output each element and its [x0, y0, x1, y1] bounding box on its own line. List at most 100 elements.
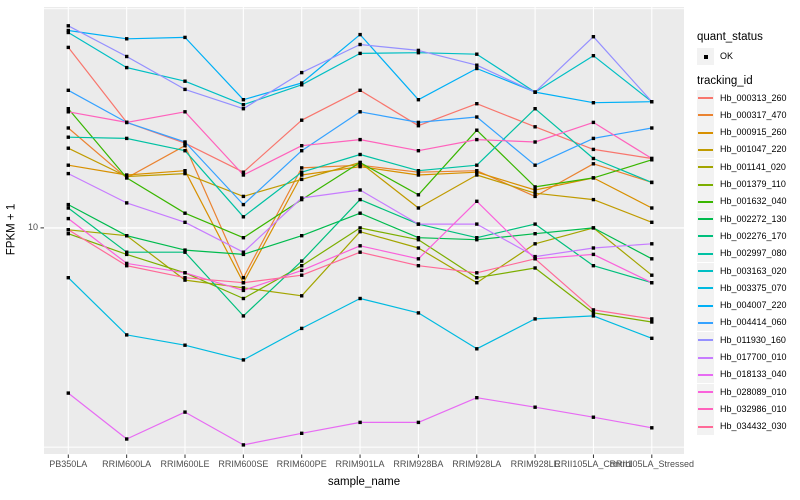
- legend-label: Hb_003375_070: [720, 282, 787, 293]
- data-point: [66, 163, 70, 167]
- legend-key-line: [697, 331, 714, 349]
- legend-entry: Hb_004414_060: [697, 314, 800, 332]
- data-point: [66, 216, 70, 221]
- legend-line-icon: [698, 148, 713, 151]
- legend-key-line: [697, 245, 714, 263]
- data-point: [241, 215, 246, 219]
- data-point: [183, 171, 187, 176]
- data-point: [591, 197, 596, 202]
- data-point: [183, 271, 187, 275]
- data-point: [66, 232, 70, 236]
- legend-key-line: [697, 89, 714, 107]
- data-point: [66, 228, 70, 232]
- legend-key-line: [697, 193, 714, 211]
- data-point: [241, 103, 246, 107]
- data-point: [66, 171, 70, 176]
- data-point: [66, 146, 70, 150]
- data-point: [475, 128, 479, 132]
- data-point: [300, 264, 304, 268]
- x-tick-label: RRIM901LA: [335, 459, 385, 469]
- data-point: [650, 220, 654, 224]
- data-point: [358, 42, 362, 47]
- data-point: [591, 120, 596, 125]
- legend-label: Hb_018133_040: [720, 369, 787, 380]
- data-point: [475, 281, 479, 285]
- legend-line-icon: [698, 200, 713, 203]
- data-point: [241, 98, 246, 102]
- data-point: [475, 115, 479, 119]
- data-point: [125, 176, 129, 180]
- data-point: [650, 206, 654, 210]
- legend-key-line: [697, 383, 714, 401]
- data-point: [183, 144, 187, 148]
- data-point: [358, 160, 362, 165]
- legend-label: Hb_003163_020: [720, 265, 787, 276]
- data-point: [300, 273, 304, 277]
- data-point: [358, 88, 362, 92]
- data-point: [66, 135, 70, 139]
- legend-line-icon: [698, 391, 713, 394]
- legend-line-icon: [698, 425, 713, 428]
- data-point: [533, 163, 537, 167]
- data-point: [533, 90, 537, 94]
- data-point: [241, 296, 246, 301]
- data-point: [591, 35, 596, 39]
- data-point: [475, 347, 479, 351]
- data-point: [66, 202, 70, 207]
- legend-label: Hb_002276_170: [720, 230, 787, 241]
- data-point: [475, 102, 479, 106]
- legend-key-line: [697, 176, 714, 193]
- legend-line-icon: [698, 114, 713, 117]
- data-point: [125, 120, 129, 125]
- data-point: [533, 405, 537, 409]
- data-point: [66, 110, 70, 114]
- data-point: [533, 254, 537, 259]
- data-point: [416, 120, 421, 125]
- legend-entry: Hb_017700_010: [697, 349, 800, 366]
- data-point: [300, 268, 304, 273]
- data-point: [358, 230, 362, 234]
- legend-label: Hb_001047_220: [720, 144, 787, 155]
- legend-label: Hb_032986_010: [720, 403, 787, 414]
- data-point: [66, 30, 70, 35]
- data-point: [300, 166, 304, 170]
- data-point: [300, 149, 304, 153]
- legend-key-line: [697, 400, 714, 418]
- data-point: [591, 54, 596, 58]
- data-point: [241, 170, 246, 174]
- quant-status-ok-label: OK: [720, 51, 734, 61]
- data-point: [416, 420, 421, 425]
- data-point: [358, 152, 362, 157]
- data-point: [358, 197, 362, 202]
- data-point: [241, 286, 246, 290]
- data-point: [591, 156, 596, 161]
- legend-label: Hb_001379_110: [720, 179, 786, 189]
- legend-label: Hb_000317_470: [720, 109, 787, 120]
- legend-line-icon: [698, 97, 713, 99]
- data-point: [241, 252, 246, 257]
- data-point: [300, 431, 304, 435]
- data-point: [300, 177, 304, 182]
- data-point: [125, 250, 129, 254]
- data-point: [650, 242, 654, 246]
- data-point: [591, 136, 596, 141]
- legend-entry: Hb_003375_070: [697, 279, 800, 297]
- data-point: [125, 54, 129, 59]
- legend-line-icon: [698, 304, 713, 307]
- data-point: [125, 37, 129, 41]
- legend-line-icon: [698, 252, 713, 255]
- legend-key-line: [697, 158, 714, 176]
- data-point: [533, 222, 537, 226]
- x-tick-label: RRII105LA_Stressed: [609, 459, 695, 469]
- x-tick-label: RRIM600LA: [102, 459, 152, 469]
- data-point: [533, 185, 537, 189]
- data-point: [475, 271, 479, 275]
- legend-label: Hb_001141_020: [720, 161, 786, 172]
- data-point: [533, 188, 537, 192]
- legend-key-line: [697, 262, 714, 280]
- data-point: [533, 232, 537, 236]
- legend-key-line: [697, 297, 714, 315]
- data-point: [241, 236, 246, 240]
- data-point: [125, 252, 129, 257]
